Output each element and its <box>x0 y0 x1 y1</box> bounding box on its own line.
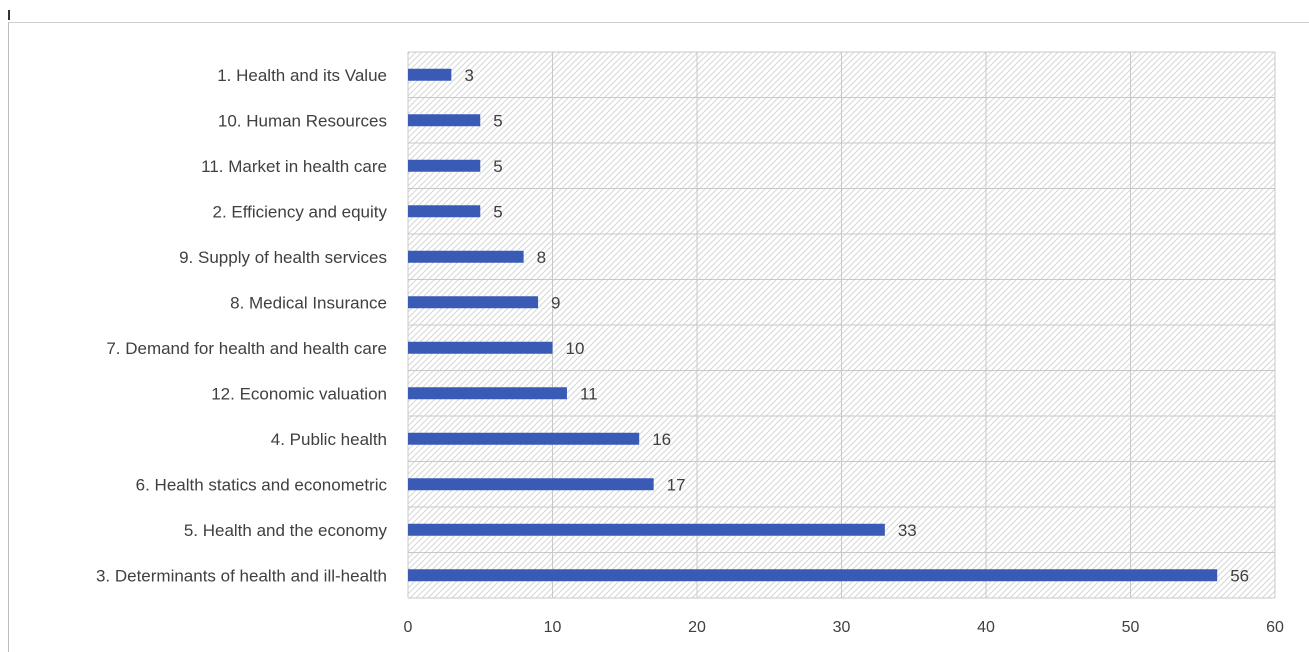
bar <box>408 296 539 309</box>
category-label: 10. Human Resources <box>218 111 387 130</box>
bar <box>408 387 567 400</box>
category-label: 2. Efficiency and equity <box>212 202 387 221</box>
category-label: 4. Public health <box>271 430 387 449</box>
data-label: 16 <box>652 430 671 449</box>
bar <box>408 523 885 536</box>
frame-left-border <box>8 22 9 652</box>
bar <box>408 205 481 218</box>
data-label: 9 <box>551 293 560 312</box>
x-tick-label: 10 <box>544 619 562 636</box>
bar <box>408 478 654 491</box>
x-tick-label: 40 <box>977 619 995 636</box>
x-tick-label: 0 <box>404 619 413 636</box>
bar <box>408 341 553 354</box>
bar <box>408 569 1218 582</box>
category-label: 3. Determinants of health and ill-health <box>96 566 387 585</box>
x-tick-label: 30 <box>833 619 851 636</box>
category-label: 9. Supply of health services <box>179 248 387 267</box>
data-label: 17 <box>667 475 686 494</box>
data-label: 10 <box>566 339 585 358</box>
data-label: 5 <box>493 202 502 221</box>
data-label: 3 <box>464 66 473 85</box>
x-tick-label: 50 <box>1122 619 1140 636</box>
category-label: 8. Medical Insurance <box>230 293 387 312</box>
data-label: 5 <box>493 157 502 176</box>
frame-corner-tick <box>8 10 10 20</box>
category-label: 6. Health statics and econometric <box>136 475 388 494</box>
bar <box>408 159 481 172</box>
x-tick-label: 20 <box>688 619 706 636</box>
category-label: 1. Health and its Value <box>217 66 387 85</box>
category-label: 5. Health and the economy <box>184 521 388 540</box>
data-label: 33 <box>898 521 917 540</box>
category-label: 12. Economic valuation <box>211 384 387 403</box>
bar <box>408 114 481 127</box>
frame-top-border <box>8 22 1309 23</box>
bar <box>408 250 524 263</box>
data-label: 56 <box>1230 566 1249 585</box>
data-label: 11 <box>580 384 598 403</box>
bar <box>408 432 640 445</box>
category-label: 11. Market in health care <box>201 157 387 176</box>
category-label: 7. Demand for health and health care <box>106 339 387 358</box>
x-tick-label: 60 <box>1266 619 1284 636</box>
data-label: 8 <box>537 248 546 267</box>
bar <box>408 68 452 81</box>
data-label: 5 <box>493 111 502 130</box>
